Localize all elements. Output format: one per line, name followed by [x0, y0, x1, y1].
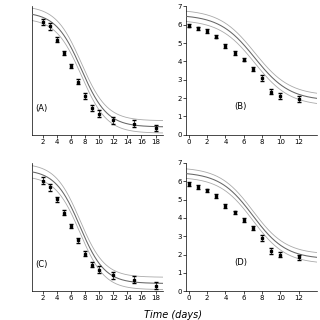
Text: Time (days): Time (days)	[144, 310, 202, 320]
Text: (A): (A)	[35, 104, 47, 113]
Text: (C): (C)	[35, 260, 47, 269]
Text: (B): (B)	[235, 102, 247, 111]
Text: (D): (D)	[235, 258, 248, 268]
